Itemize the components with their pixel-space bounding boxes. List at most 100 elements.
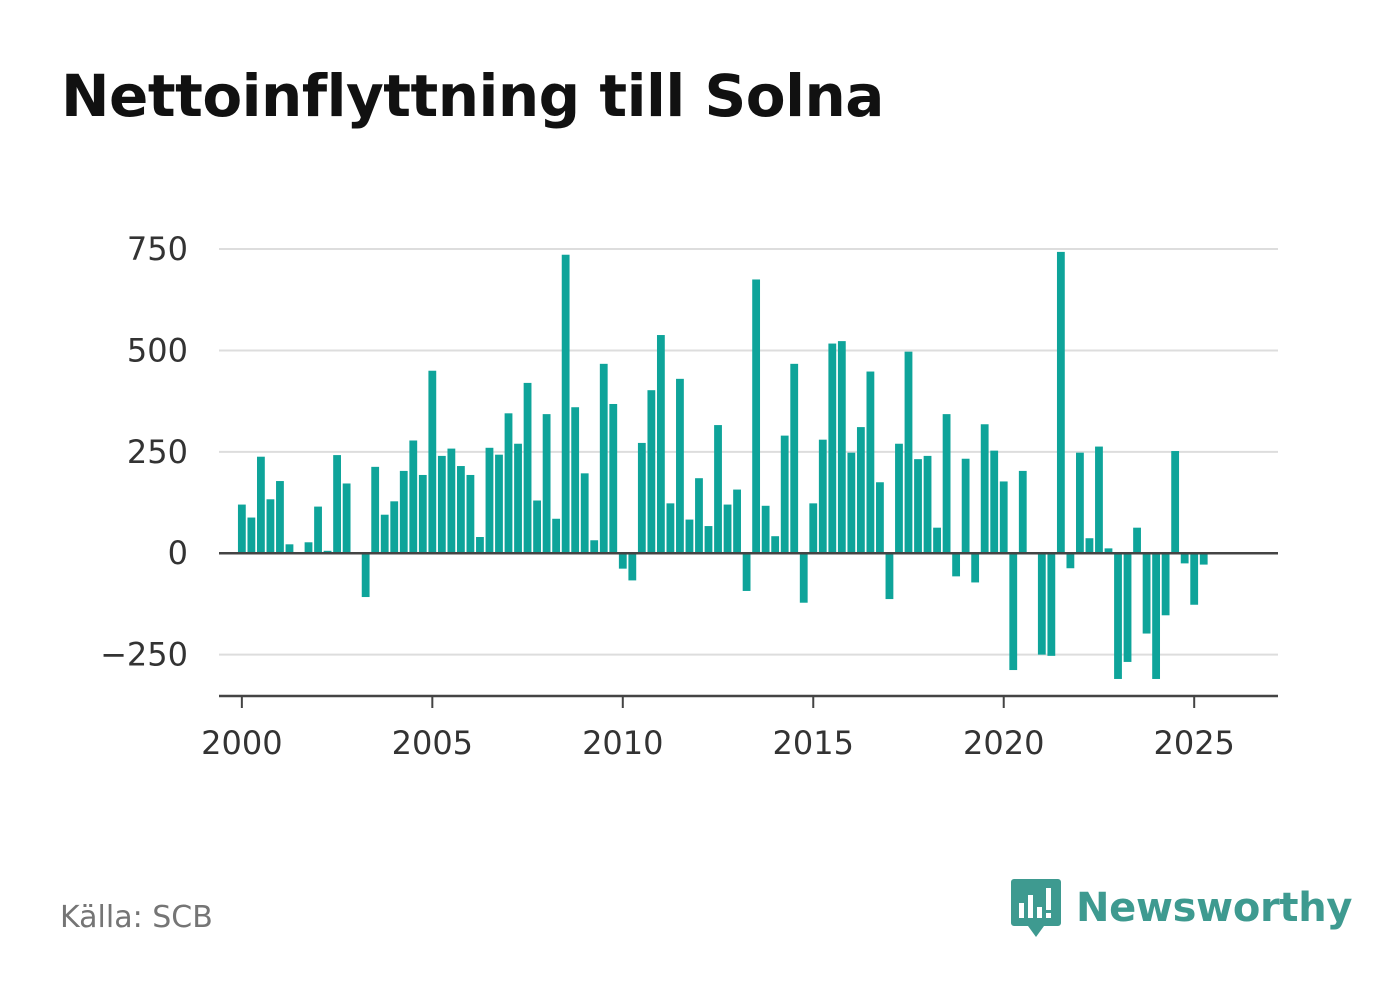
bar bbox=[656, 335, 665, 554]
bar bbox=[409, 440, 418, 554]
bar bbox=[933, 527, 941, 554]
bar bbox=[990, 450, 999, 554]
bar bbox=[809, 503, 818, 554]
brand-name: Newsworthy bbox=[1076, 885, 1353, 931]
x-tick-label: 2020 bbox=[963, 724, 1044, 762]
y-tick-label: 500 bbox=[127, 331, 188, 369]
bar bbox=[1171, 451, 1180, 554]
bar bbox=[866, 371, 875, 554]
bar bbox=[1018, 470, 1027, 554]
bar bbox=[704, 526, 713, 554]
bar bbox=[1104, 548, 1113, 554]
bar bbox=[733, 489, 741, 554]
bar bbox=[447, 448, 456, 554]
bar bbox=[504, 413, 513, 554]
bar bbox=[437, 455, 446, 554]
bar bbox=[856, 427, 865, 554]
bar bbox=[1076, 452, 1084, 554]
bar bbox=[980, 424, 989, 554]
bar bbox=[676, 378, 684, 554]
bar bbox=[790, 363, 799, 554]
bar bbox=[380, 514, 389, 554]
bar bbox=[456, 466, 465, 554]
bar bbox=[1161, 553, 1170, 616]
bar bbox=[742, 553, 751, 591]
bar bbox=[285, 544, 294, 554]
bar bbox=[266, 499, 275, 554]
bar bbox=[428, 370, 437, 554]
bar bbox=[904, 351, 913, 554]
bar bbox=[256, 456, 265, 554]
bar bbox=[571, 407, 580, 554]
bar bbox=[247, 517, 256, 554]
x-tick-label: 2000 bbox=[201, 724, 282, 762]
bar bbox=[1152, 553, 1161, 679]
x-tick-label: 2005 bbox=[392, 724, 473, 762]
bar-chart-speech-bubble-icon bbox=[1011, 879, 1061, 937]
bar bbox=[1180, 553, 1189, 564]
bar bbox=[961, 458, 970, 554]
bar bbox=[723, 504, 732, 554]
bar bbox=[1133, 527, 1141, 554]
bar bbox=[952, 553, 961, 577]
grid-lines bbox=[219, 248, 1278, 656]
bar bbox=[714, 425, 722, 554]
bar bbox=[476, 537, 484, 554]
bar bbox=[523, 382, 532, 554]
brand-logo: Newsworthy bbox=[1010, 876, 1353, 940]
bar bbox=[1199, 553, 1208, 565]
bar bbox=[761, 505, 770, 554]
x-tick-label: 2010 bbox=[582, 724, 663, 762]
bar bbox=[1085, 538, 1094, 554]
bar bbox=[314, 506, 322, 554]
bar bbox=[1123, 553, 1132, 662]
bar bbox=[542, 414, 551, 554]
bar bbox=[1190, 553, 1199, 605]
bar bbox=[618, 553, 627, 569]
bar bbox=[637, 442, 646, 554]
bar bbox=[685, 519, 694, 554]
bar bbox=[923, 455, 932, 554]
bar bbox=[276, 481, 284, 554]
bar bbox=[333, 455, 341, 554]
bar bbox=[828, 343, 837, 554]
bar bbox=[466, 474, 475, 554]
bar bbox=[999, 481, 1008, 554]
bar bbox=[971, 553, 980, 583]
bar bbox=[590, 540, 599, 554]
y-tick-label: 250 bbox=[127, 433, 188, 471]
bar bbox=[695, 478, 703, 554]
bar bbox=[552, 518, 561, 554]
bar bbox=[514, 443, 522, 554]
bar bbox=[237, 504, 246, 554]
bar bbox=[914, 459, 922, 554]
bar bbox=[847, 452, 856, 554]
bar bbox=[485, 447, 494, 554]
bar bbox=[1095, 446, 1103, 554]
axes bbox=[219, 551, 1278, 708]
bar bbox=[780, 435, 789, 554]
bar bbox=[599, 363, 608, 554]
bar bbox=[771, 536, 780, 554]
bar bbox=[1037, 553, 1046, 655]
bar bbox=[342, 483, 351, 554]
bar bbox=[885, 553, 894, 600]
source-note: Källa: SCB bbox=[60, 900, 213, 935]
bar bbox=[609, 403, 618, 554]
bar bbox=[304, 542, 313, 554]
bar bbox=[533, 500, 541, 554]
x-tick-label: 2015 bbox=[773, 724, 854, 762]
bar bbox=[837, 341, 846, 554]
y-tick-label: 0 bbox=[168, 534, 188, 572]
bar bbox=[647, 390, 656, 554]
bar bbox=[752, 279, 761, 554]
bar bbox=[942, 414, 951, 554]
bar bbox=[1009, 553, 1018, 671]
bar bbox=[876, 482, 884, 554]
y-tick-label: −250 bbox=[100, 636, 188, 674]
bar bbox=[818, 439, 827, 554]
bar bbox=[895, 443, 903, 554]
bar bbox=[371, 466, 380, 554]
bar bbox=[1056, 251, 1065, 554]
